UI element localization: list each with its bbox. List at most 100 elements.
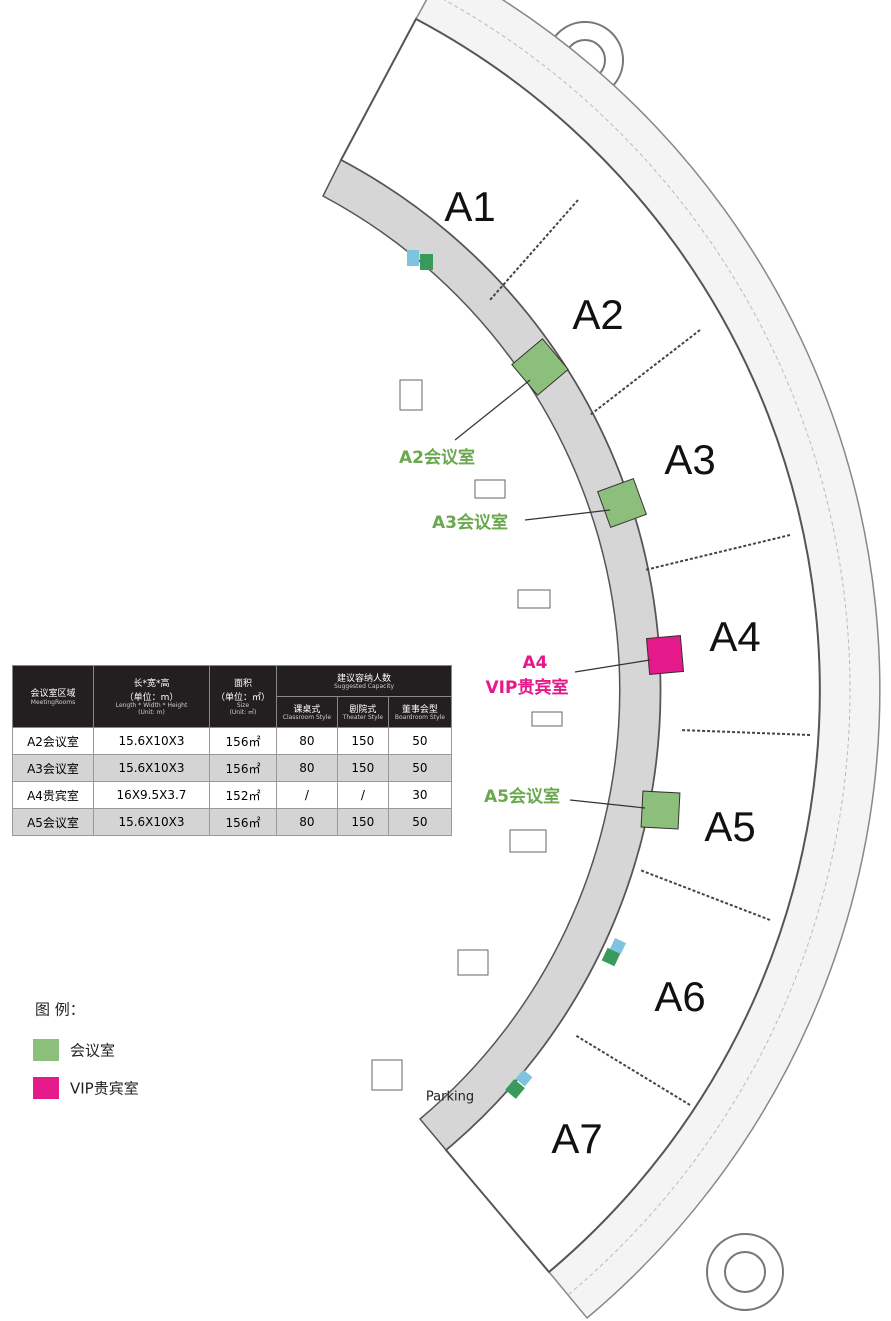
table-row: A3会议室 15.6X10X3 156㎡ 80 150 50 bbox=[12, 754, 453, 782]
table-cell: 16X9.5X3.7 bbox=[93, 781, 210, 809]
small-room bbox=[420, 254, 433, 270]
header-cell: 会议室区域 MeetingRooms bbox=[12, 665, 94, 728]
header-text: 剧院式 bbox=[349, 704, 377, 715]
legend-label: 会议室 bbox=[70, 1042, 115, 1060]
roundabout bbox=[706, 1233, 784, 1311]
header-cell: 课桌式 Classroom Style bbox=[276, 696, 338, 728]
table-cell: / bbox=[336, 781, 389, 809]
corridor bbox=[322, 158, 662, 1152]
small-room bbox=[407, 250, 419, 266]
header-text: 董事会型 bbox=[401, 704, 438, 715]
table-cell: 156㎡ bbox=[209, 808, 277, 836]
divider bbox=[489, 199, 579, 301]
table-cell: 50 bbox=[387, 754, 453, 782]
hall-label: A7 bbox=[551, 1115, 602, 1162]
header-sub: Length * Width * Height bbox=[115, 702, 188, 710]
meeting-room bbox=[597, 478, 647, 528]
divider bbox=[589, 329, 701, 416]
table-cell: 30 bbox=[387, 781, 453, 809]
table-cell: A4贵宾室 bbox=[12, 781, 94, 809]
divider bbox=[574, 1034, 691, 1106]
table-cell: 80 bbox=[276, 754, 338, 782]
leader-line bbox=[569, 799, 646, 809]
legend-label: VIP贵宾室 bbox=[70, 1080, 139, 1098]
meeting-room bbox=[511, 338, 569, 396]
header-sub: Theater Style bbox=[342, 714, 384, 722]
header-sub: Size bbox=[236, 702, 250, 710]
vip-room bbox=[645, 635, 685, 675]
stall bbox=[474, 479, 506, 499]
header-cell: 剧院式 Theater Style bbox=[336, 696, 389, 728]
stall bbox=[517, 589, 551, 609]
header-cell: 面积 （单位：㎡） Size (Unit: ㎡) bbox=[209, 665, 277, 728]
divider bbox=[679, 729, 811, 736]
header-sub: Boardroom Style bbox=[394, 714, 445, 722]
leader-line bbox=[454, 379, 531, 441]
leader-line bbox=[524, 509, 611, 521]
room-label: A5会议室 bbox=[484, 786, 560, 807]
hall-label: A5 bbox=[704, 803, 755, 850]
table-cell: 15.6X10X3 bbox=[93, 727, 210, 755]
roundabout bbox=[724, 1251, 766, 1293]
table-cell: 15.6X10X3 bbox=[93, 754, 210, 782]
header-text: 面积 bbox=[233, 678, 252, 689]
header-text: （单位：㎡） bbox=[215, 692, 270, 703]
table-cell: A2会议室 bbox=[12, 727, 94, 755]
stall bbox=[509, 829, 547, 853]
legend-swatch bbox=[33, 1039, 59, 1061]
hall-label: A2 bbox=[572, 291, 623, 338]
table-cell: 150 bbox=[336, 727, 389, 755]
header-cell: 长*宽*高 （单位：m） Length * Width * Height (Unit:… bbox=[93, 665, 210, 728]
leader-line bbox=[574, 659, 651, 673]
legend-title: 图 例： bbox=[35, 1001, 85, 1019]
stall bbox=[531, 711, 563, 727]
hall-label: A4 bbox=[709, 613, 760, 660]
table-cell: 80 bbox=[276, 727, 338, 755]
small-room bbox=[515, 1069, 533, 1087]
room-label: A4 bbox=[523, 653, 548, 673]
hall-dividers bbox=[489, 199, 811, 1106]
room-table: 会议室区域 MeetingRooms 长*宽*高 （单位：m） Length * Wi… bbox=[12, 665, 453, 836]
legend-swatch bbox=[33, 1077, 59, 1099]
small-room bbox=[505, 1079, 525, 1099]
parking-label: Parking bbox=[426, 1090, 474, 1105]
table-cell: / bbox=[276, 781, 338, 809]
parking-stalls bbox=[371, 379, 563, 1091]
header-sub: Classroom Style bbox=[282, 714, 332, 722]
hall-label: A1 bbox=[444, 183, 495, 230]
table-cell: 156㎡ bbox=[209, 727, 277, 755]
table-cell: 15.6X10X3 bbox=[93, 808, 210, 836]
header-sub: (Unit: ㎡) bbox=[229, 709, 257, 717]
room-label: A3会议室 bbox=[432, 512, 508, 533]
table-cell: 50 bbox=[387, 808, 453, 836]
table-cell: 150 bbox=[336, 808, 389, 836]
stall bbox=[371, 1059, 403, 1091]
header-text: （单位：m） bbox=[124, 692, 179, 703]
road-line bbox=[443, 0, 851, 1296]
header-sub: MeetingRooms bbox=[30, 698, 76, 706]
header-text: 课桌式 bbox=[293, 704, 321, 715]
header-text: 会议室区域 bbox=[30, 689, 76, 700]
header-text: 建议容纳人数 bbox=[336, 673, 391, 684]
room-label: VIP贵宾室 bbox=[486, 677, 569, 698]
small-room bbox=[601, 947, 621, 967]
header-cell: 董事会型 Boardroom Style bbox=[387, 696, 453, 728]
table-cell: A3会议室 bbox=[12, 754, 94, 782]
header-sub: Suggested Capacity bbox=[333, 683, 395, 691]
table-cell: 156㎡ bbox=[209, 754, 277, 782]
leader-lines bbox=[454, 379, 651, 809]
hall-label: A3 bbox=[664, 436, 715, 483]
meeting-room bbox=[640, 790, 681, 830]
stall bbox=[457, 949, 489, 976]
table-row: A2会议室 15.6X10X3 156㎡ 80 150 50 bbox=[12, 727, 453, 755]
hall-label: A6 bbox=[654, 973, 705, 1020]
table-row: A4贵宾室 16X9.5X3.7 152㎡ //30 bbox=[12, 781, 453, 809]
table-cell: 80 bbox=[276, 808, 338, 836]
table-row: A5会议室 15.6X10X3 156㎡ 80 150 50 bbox=[12, 808, 453, 836]
table-cell: A5会议室 bbox=[12, 808, 94, 836]
small-room bbox=[610, 938, 626, 954]
table-cell: 50 bbox=[387, 727, 453, 755]
header-text: 长*宽*高 bbox=[133, 678, 170, 689]
